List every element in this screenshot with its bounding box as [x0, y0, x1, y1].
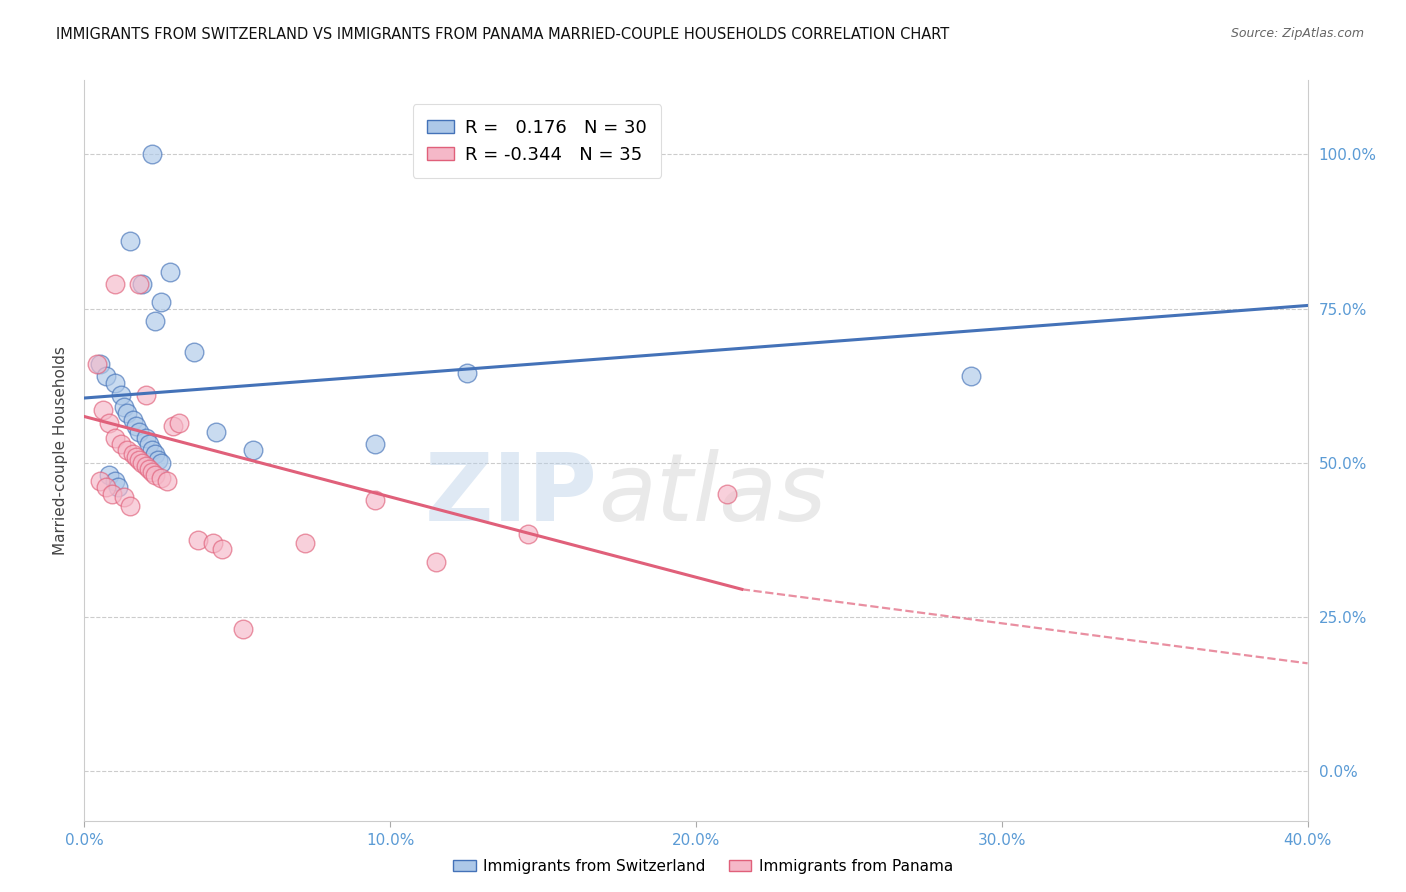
Point	[716, 486, 738, 500]
Point	[186, 533, 208, 547]
Point	[86, 357, 108, 371]
Point	[143, 446, 166, 460]
Text: atlas: atlas	[598, 450, 827, 541]
Point	[122, 412, 145, 426]
Point	[89, 475, 111, 489]
Point	[89, 357, 111, 371]
Point	[141, 443, 163, 458]
Point	[232, 623, 254, 637]
Legend: Immigrants from Switzerland, Immigrants from Panama: Immigrants from Switzerland, Immigrants …	[447, 853, 959, 880]
Point	[242, 443, 264, 458]
Point	[135, 431, 157, 445]
Point	[128, 452, 150, 467]
Point	[110, 388, 132, 402]
Point	[159, 264, 181, 278]
Point	[149, 456, 172, 470]
Point	[131, 456, 153, 470]
Point	[94, 481, 117, 495]
Point	[205, 425, 228, 439]
Point	[516, 526, 538, 541]
Point	[143, 314, 166, 328]
Point	[115, 407, 138, 421]
Legend: R =   0.176   N = 30, R = -0.344   N = 35: R = 0.176 N = 30, R = -0.344 N = 35	[413, 104, 661, 178]
Point	[112, 401, 135, 415]
Point	[364, 437, 387, 451]
Point	[110, 437, 132, 451]
Point	[364, 492, 387, 507]
Point	[149, 295, 172, 310]
Text: Source: ZipAtlas.com: Source: ZipAtlas.com	[1230, 27, 1364, 40]
Point	[101, 486, 124, 500]
Point	[122, 446, 145, 460]
Text: ZIP: ZIP	[425, 449, 598, 541]
Point	[138, 462, 160, 476]
Point	[156, 475, 179, 489]
Point	[91, 403, 114, 417]
Point	[131, 277, 153, 291]
Point	[143, 468, 166, 483]
Point	[94, 369, 117, 384]
Y-axis label: Married-couple Households: Married-couple Households	[52, 346, 67, 555]
Point	[138, 437, 160, 451]
Text: IMMIGRANTS FROM SWITZERLAND VS IMMIGRANTS FROM PANAMA MARRIED-COUPLE HOUSEHOLDS : IMMIGRANTS FROM SWITZERLAND VS IMMIGRANT…	[56, 27, 949, 42]
Point	[135, 388, 157, 402]
Point	[104, 431, 127, 445]
Point	[146, 452, 169, 467]
Point	[125, 450, 148, 464]
Point	[162, 418, 184, 433]
Point	[97, 468, 120, 483]
Point	[141, 465, 163, 479]
Point	[115, 443, 138, 458]
Point	[183, 344, 205, 359]
Point	[120, 499, 142, 513]
Point	[425, 554, 447, 569]
Point	[201, 536, 224, 550]
Point	[128, 425, 150, 439]
Point	[135, 458, 157, 473]
Point	[104, 277, 127, 291]
Point	[456, 367, 478, 381]
Point	[120, 234, 142, 248]
Point	[125, 418, 148, 433]
Point	[104, 475, 127, 489]
Point	[97, 416, 120, 430]
Point	[211, 542, 233, 557]
Point	[149, 471, 172, 485]
Point	[104, 376, 127, 390]
Point	[128, 277, 150, 291]
Point	[960, 369, 983, 384]
Point	[107, 481, 129, 495]
Point	[112, 490, 135, 504]
Point	[141, 147, 163, 161]
Point	[294, 536, 316, 550]
Point	[167, 416, 190, 430]
